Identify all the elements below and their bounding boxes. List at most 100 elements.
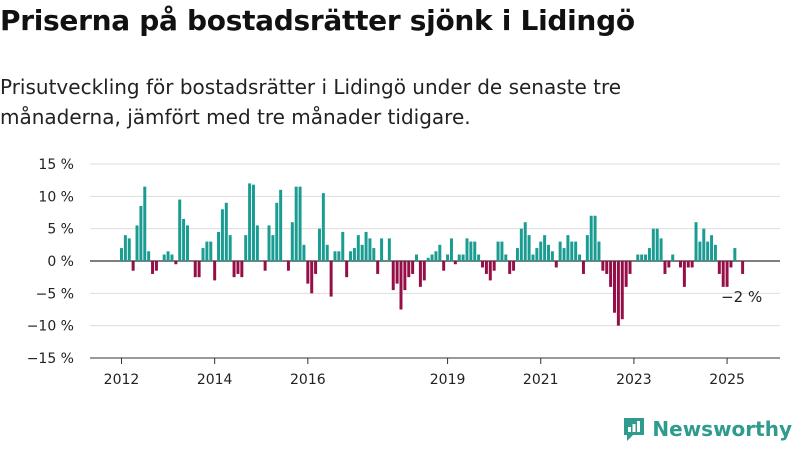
bar (481, 261, 484, 268)
bar (558, 241, 562, 261)
bar (174, 261, 178, 265)
bar (120, 248, 123, 261)
bar (713, 244, 717, 261)
bar (496, 241, 500, 261)
bar (500, 241, 504, 261)
bar (531, 254, 535, 261)
bar (127, 238, 131, 261)
newsworthy-logo: Newsworthy (622, 416, 792, 442)
bar (325, 244, 329, 261)
bar (527, 235, 531, 261)
x-tick-label: 2012 (104, 372, 140, 388)
bar (550, 251, 554, 261)
y-tick-label: −10 % (27, 319, 74, 335)
bar (426, 257, 430, 261)
bar (131, 261, 135, 271)
bar (197, 261, 201, 278)
bar (562, 248, 566, 261)
bar (473, 241, 477, 261)
y-tick-label: 5 % (47, 222, 74, 238)
bar (659, 238, 663, 261)
bar (655, 228, 659, 261)
bar (457, 254, 461, 261)
bar (154, 261, 158, 271)
bar (356, 235, 360, 261)
x-tick-label: 2023 (616, 372, 652, 388)
bar (690, 261, 694, 268)
bar (224, 202, 228, 261)
bar (170, 254, 174, 261)
bar (333, 251, 337, 261)
x-tick-label: 2025 (709, 372, 745, 388)
bar (620, 261, 624, 320)
bar (387, 238, 391, 261)
bar (628, 261, 632, 274)
bar (589, 215, 593, 261)
bar (290, 222, 294, 261)
bar (698, 241, 702, 261)
bar (717, 261, 721, 274)
bar (294, 186, 298, 261)
bar (201, 248, 205, 261)
bar (306, 261, 310, 284)
bar (469, 241, 473, 261)
x-tick-label: 2019 (430, 372, 466, 388)
bar (597, 241, 601, 261)
bar (710, 235, 714, 261)
bar (185, 225, 189, 261)
bar (391, 261, 395, 291)
bar (636, 254, 640, 261)
y-tick-label: −15 % (27, 351, 74, 367)
bar (380, 238, 384, 261)
bar (461, 254, 465, 261)
brand-name: Newsworthy (652, 417, 792, 441)
bar (523, 222, 527, 261)
bar-chart: 15 %10 %5 %0 %−5 %−10 %−15 % 2012 2014 201… (27, 157, 780, 388)
bar (702, 228, 706, 261)
bar (321, 193, 325, 261)
bar (725, 261, 729, 287)
bar (593, 215, 597, 261)
x-tick-label: 2016 (290, 372, 326, 388)
bar (415, 254, 419, 261)
bar (547, 244, 550, 261)
bar (368, 238, 372, 261)
bar (135, 225, 139, 261)
bar (682, 261, 686, 287)
bars (120, 183, 745, 326)
y-axis-ticks: 15 % 10 % 5 % 0 % −5 % −10 % −15 % (27, 157, 74, 367)
bar (667, 261, 671, 268)
bar (613, 261, 616, 313)
bar (209, 241, 213, 261)
bar (352, 248, 356, 261)
bar (581, 261, 585, 274)
bar (251, 184, 255, 261)
bar (422, 261, 426, 281)
bar (566, 235, 570, 261)
bar (512, 261, 516, 271)
bar (434, 251, 438, 261)
y-tick-label: 10 % (38, 189, 74, 205)
bar (236, 261, 240, 274)
bar (733, 248, 737, 261)
x-axis: 2012 2014 2016 2019 2021 2023 2025 (90, 357, 780, 388)
bar (205, 241, 209, 261)
chart-subtitle: Prisutveckling för bostadsrätter i Lidin… (0, 75, 622, 129)
bar (706, 241, 710, 261)
bar (601, 261, 605, 271)
bar (360, 244, 364, 261)
bar (162, 254, 166, 261)
bar (605, 261, 609, 274)
bar (407, 261, 411, 278)
bar (418, 261, 422, 287)
bar (624, 261, 628, 287)
bar (430, 254, 434, 261)
bar (574, 241, 578, 261)
bar (182, 218, 186, 261)
bar (166, 251, 170, 261)
bar (372, 248, 376, 261)
bar (376, 261, 380, 274)
bar (570, 241, 574, 261)
bar (279, 189, 283, 261)
bar (317, 228, 321, 261)
